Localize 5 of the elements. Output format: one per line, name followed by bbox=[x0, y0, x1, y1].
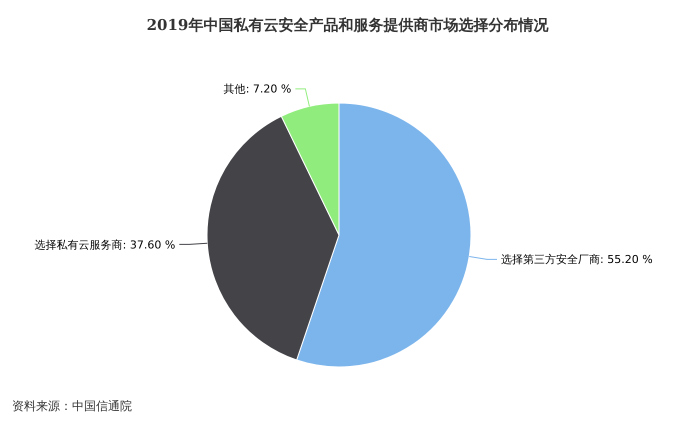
text: 资料来源：中国信通院 bbox=[12, 399, 132, 413]
slice-label: 其他: 7.20 % bbox=[224, 82, 292, 96]
slice-label: 选择第三方安全厂商: 55.20 % bbox=[501, 253, 653, 266]
slice-label: 选择私有云服务商: 37.60 % bbox=[34, 238, 176, 252]
chart-title: 2019年中国私有云安全产品和服务提供商市场选择分布情况 bbox=[146, 16, 550, 34]
